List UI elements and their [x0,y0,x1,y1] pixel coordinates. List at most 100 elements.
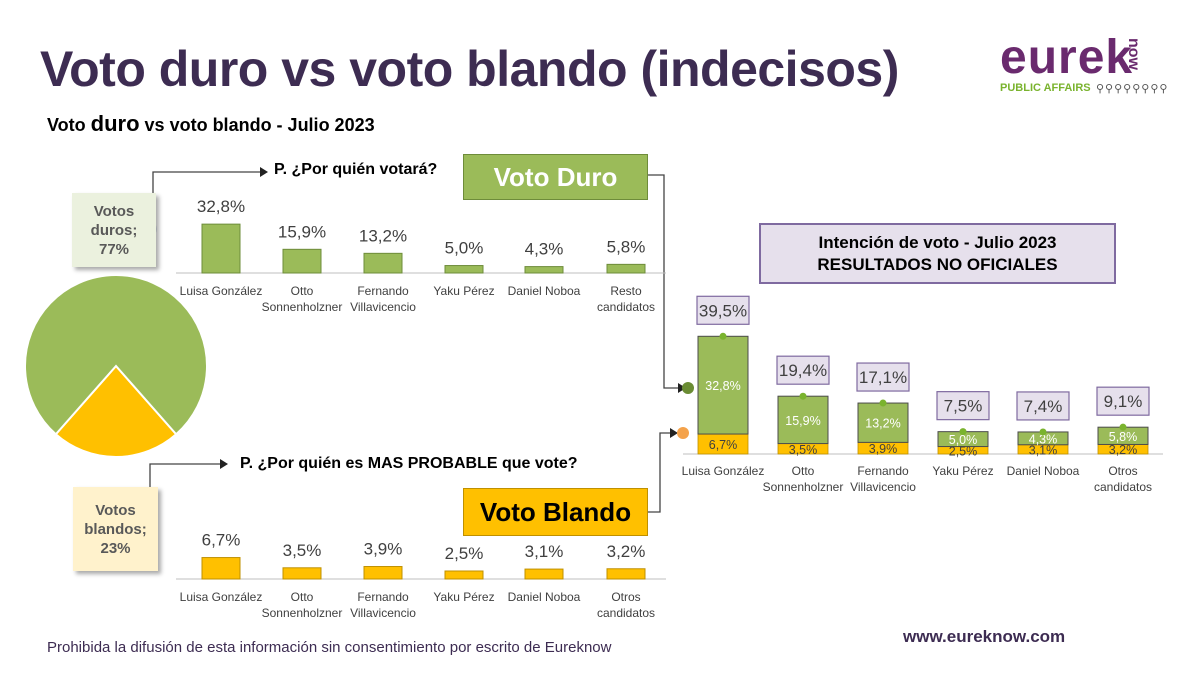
connector-blando-to-stack [648,432,672,513]
stack-duro-label-3: 5,0% [949,433,978,447]
stack-category-label-1-1: Sonnenholzner [763,480,844,494]
stack-category-label-0-0: Luisa González [682,464,765,478]
stack-total-label-2: 17,1% [859,368,907,387]
stack-blando-label-4: 3,1% [1029,443,1058,457]
callout-blandos-line2: blandos; [84,520,147,538]
logo-word: eurek [1000,31,1134,84]
intencion-title-box: Intención de voto - Julio 2023 RESULTADO… [759,223,1116,284]
blando-value-label-5: 3,2% [607,542,646,561]
intencion-title-line2: RESULTADOS NO OFICIALES [817,254,1058,274]
stack-total-dot-1 [799,392,807,400]
stack-blando-label-0: 6,7% [709,438,738,452]
duro-category-label-4-0: Daniel Noboa [508,284,581,298]
footer-disclaimer: Prohibida la difusión de esta informació… [47,639,612,656]
voto-blando-box: Voto Blando [463,488,648,536]
duro-category-label-3-0: Yaku Pérez [433,284,494,298]
stack-total-dot-2 [879,399,887,407]
stack-total-label-4: 7,4% [1024,397,1063,416]
stack-total-dot-3 [959,428,967,436]
subtitle-pre: Voto [47,115,91,135]
stack-total-box-2 [856,362,910,392]
bar-chart-voto-blando: 6,7% Luisa González 3,5% Otto Sonnenholzner 3… [176,531,666,620]
duro-bar-3 [444,265,484,274]
logo-tagline: PUBLIC AFFAIRS [1000,82,1091,94]
connector-duros-arrowhead [260,167,268,177]
stack-total-box-1 [776,355,830,385]
blando-value-label-3: 2,5% [445,544,484,563]
stack-blando-label-1: 3,5% [789,443,818,457]
subtitle-emphasis: duro [90,111,140,136]
duro-category-label-0-0: Luisa González [180,284,263,298]
stack-blando-marker [677,427,689,439]
stack-total-label-0: 39,5% [699,301,747,320]
stack-total-dot-5 [1119,423,1127,431]
stack-total-box-4 [1016,391,1070,421]
duro-category-label-5-0: Resto [610,284,642,298]
callout-duros-line2: duros; [90,221,138,239]
duro-bar-2 [363,252,403,274]
duro-bar-1 [282,248,322,274]
duro-category-label-1-1: Sonnenholzner [262,300,343,314]
duro-value-label-3: 5,0% [445,239,484,258]
blando-value-label-1: 3,5% [283,541,322,560]
subtitle-post: vs voto blando - Julio 2023 [139,115,375,135]
stack-duro-label-2: 13,2% [865,417,900,431]
blando-category-label-1-1: Sonnenholzner [262,606,343,620]
pie-chart [24,274,208,458]
duro-category-label-5-1: candidatos [597,300,655,314]
bar-chart-voto-duro: 32,8% Luisa González 15,9% Otto Sonnenholzne… [176,197,666,314]
blando-bar-0 [201,557,241,580]
callout-blandos-line1: Votos [95,501,136,519]
callout-duros-line1: Votos [93,202,135,220]
blando-bar-2 [363,566,403,580]
stack-category-label-5-1: candidatos [1094,480,1152,494]
blando-category-label-1-0: Otto [291,590,314,604]
blando-category-label-5-1: candidatos [597,606,655,620]
stack-duro-label-1: 15,9% [785,414,820,428]
stack-duro-label-5: 5,8% [1109,430,1138,444]
blando-value-label-4: 3,1% [525,542,564,561]
connector-blandos-line [149,463,222,518]
duro-category-label-2-0: Fernando [357,284,409,298]
page-subtitle: Voto duro vs voto blando - Julio 2023 [47,111,375,137]
callout-votos-duros: Votos duros; 77% [72,193,156,267]
page-title: Voto duro vs voto blando (indecisos) [40,41,899,97]
stack-duro-segment-1 [777,395,829,445]
stack-category-label-2-0: Fernando [857,464,909,478]
stack-blando-label-2: 3,9% [869,442,898,456]
connector-duro-to-stack [648,174,680,389]
connector-blandos-arrowhead [220,459,228,469]
blando-value-label-0: 6,7% [202,531,241,550]
pie-slice-votos-blandos [54,364,178,458]
stack-total-label-3: 7,5% [944,397,983,416]
stack-duro-segment-2 [857,402,909,443]
stack-duro-label-4: 4,3% [1029,432,1058,446]
blando-category-label-2-1: Villavicencio [350,606,416,620]
stack-total-dot-4 [1039,428,1047,436]
stack-category-label-2-1: Villavicencio [850,480,916,494]
duro-value-label-5: 5,8% [607,237,646,256]
footer-website-link[interactable]: www.eureknow.com [903,627,1066,646]
stack-total-box-5 [1096,386,1150,416]
voto-duro-box: Voto Duro [463,154,648,200]
stack-total-box-0 [696,295,750,325]
eureknow-logo: eurek now PUBLIC AFFAIRS ⚲⚲⚲⚲⚲⚲⚲⚲ [1000,31,1170,96]
blando-bar-5 [606,568,646,580]
question-duro: P. ¿Por quién votará? [274,161,438,178]
stack-blando-label-5: 3,2% [1109,443,1138,457]
duro-bar-4 [524,266,564,274]
stack-category-label-4-0: Daniel Noboa [1007,464,1080,478]
stack-blando-label-3: 2,5% [949,444,978,458]
connector-blando-arrowhead [670,428,678,438]
pie-slice-votos-duros [24,274,208,436]
blando-category-label-4-0: Daniel Noboa [508,590,581,604]
stacked-bar-chart-intencion: 6,7% 32,8% 39,5% Luisa González 3,5% 15,9% 19,… [682,295,1163,494]
duro-value-label-1: 15,9% [278,222,326,241]
stack-duro-marker [682,382,694,394]
duro-value-label-4: 4,3% [525,240,564,259]
stack-duro-label-0: 32,8% [705,379,740,393]
duro-bar-0 [201,223,241,274]
blando-bar-4 [524,568,564,580]
blando-value-label-2: 3,9% [364,540,403,559]
